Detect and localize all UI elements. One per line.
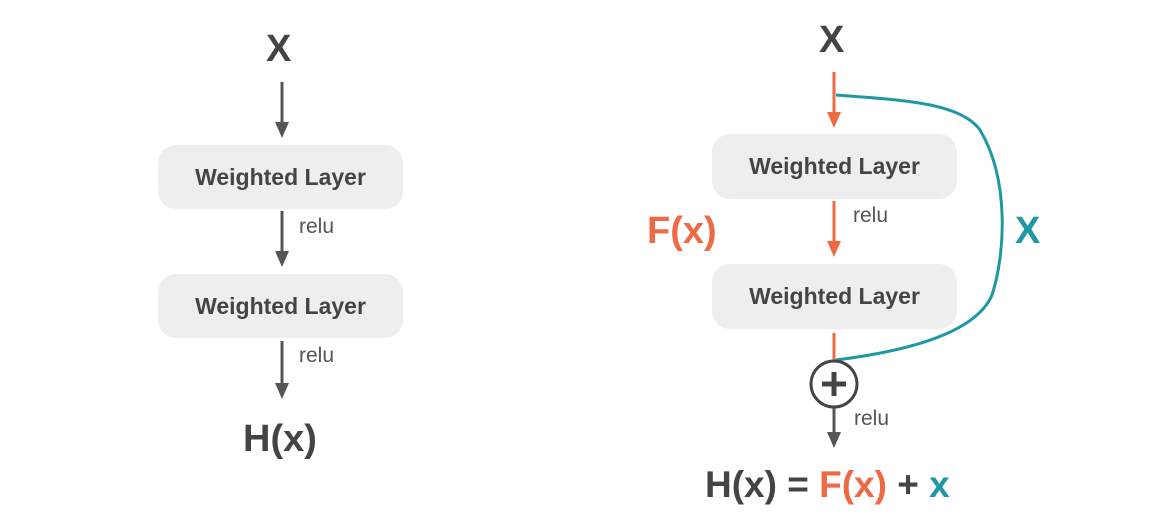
- skip-connection-curve: [835, 93, 1004, 362]
- residual-fx-label: F(x): [647, 210, 717, 252]
- plain-arrow-relu-1: [275, 211, 289, 267]
- residual-arrow-relu-1: [827, 201, 841, 257]
- plain-input-label: X: [266, 28, 292, 70]
- residual-formula: H(x) = F(x) + x: [705, 466, 950, 503]
- residual-weighted-layer-1: Weighted Layer: [712, 134, 957, 199]
- plain-weighted-layer-2: Weighted Layer: [158, 274, 403, 338]
- skip-x-label: X: [1015, 210, 1041, 252]
- formula-plus: +: [886, 464, 930, 505]
- residual-arrow-input: [827, 72, 841, 128]
- residual-input-label: X: [819, 19, 845, 61]
- formula-x: x: [929, 464, 950, 505]
- plain-arrow-input: [275, 82, 289, 138]
- residual-relu-label-2: relu: [854, 407, 890, 430]
- formula-lhs: H(x) =: [705, 464, 820, 505]
- plain-relu-label-1: relu: [299, 215, 335, 238]
- plain-relu-label-2: relu: [299, 344, 335, 367]
- plain-output-label: H(x): [243, 418, 317, 460]
- residual-arrow-relu-2: [827, 408, 841, 448]
- formula-fx: F(x): [819, 464, 887, 505]
- plus-circle-icon: [809, 359, 859, 409]
- plain-weighted-layer-1: Weighted Layer: [158, 145, 403, 209]
- residual-relu-label-1: relu: [853, 204, 889, 227]
- residual-weighted-layer-2: Weighted Layer: [712, 264, 957, 329]
- plain-arrow-relu-2: [275, 341, 289, 399]
